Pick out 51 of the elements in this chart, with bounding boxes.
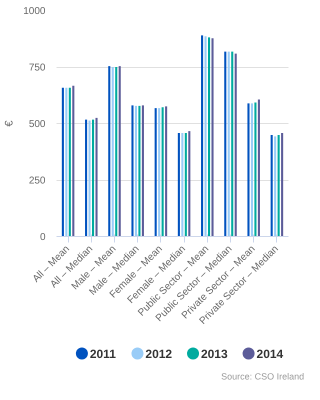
bar [88, 120, 91, 236]
y-tick-label: 1000 [23, 6, 46, 17]
bar [181, 132, 184, 236]
bar [278, 135, 280, 236]
bar [247, 103, 250, 236]
bar [72, 86, 74, 236]
bar [270, 135, 273, 236]
bar [92, 120, 94, 236]
bar [184, 132, 187, 236]
bar [158, 108, 160, 236]
y-tick-label: 750 [28, 62, 46, 74]
bar [68, 88, 71, 236]
bar [204, 36, 207, 236]
bar [211, 38, 214, 236]
bar [95, 118, 98, 236]
y-tick-label: 250 [28, 176, 46, 186]
bar [162, 107, 164, 236]
bar [165, 106, 168, 236]
bar [281, 132, 284, 236]
bar [85, 120, 88, 236]
source-note: Source: CSO Ireland [221, 372, 304, 382]
legend-label: 2011 [90, 347, 116, 361]
bar [118, 66, 121, 236]
bar [201, 35, 204, 236]
bar [115, 67, 118, 236]
bar [112, 67, 114, 236]
y-tick-label: 0 [40, 232, 46, 243]
bar [254, 102, 256, 236]
bar [142, 105, 144, 236]
bar [274, 136, 276, 236]
y-axis-title: € [3, 120, 16, 127]
bar [178, 132, 180, 236]
bar [250, 103, 254, 236]
bar [138, 106, 140, 236]
bar [231, 52, 234, 236]
legend-label: 2012 [145, 347, 172, 361]
bar [62, 88, 64, 236]
bar [131, 105, 134, 236]
legend-label: 2014 [256, 347, 284, 361]
bar [134, 106, 138, 236]
bar [154, 108, 157, 236]
bar [224, 52, 226, 236]
bar [108, 66, 110, 236]
legend-label: 2013 [200, 347, 228, 361]
bar [234, 54, 237, 236]
y-tick-label: 500 [28, 119, 46, 130]
bar [188, 131, 190, 236]
bar [65, 88, 68, 236]
bar [258, 100, 260, 236]
bar [208, 37, 210, 236]
bar [228, 52, 230, 236]
